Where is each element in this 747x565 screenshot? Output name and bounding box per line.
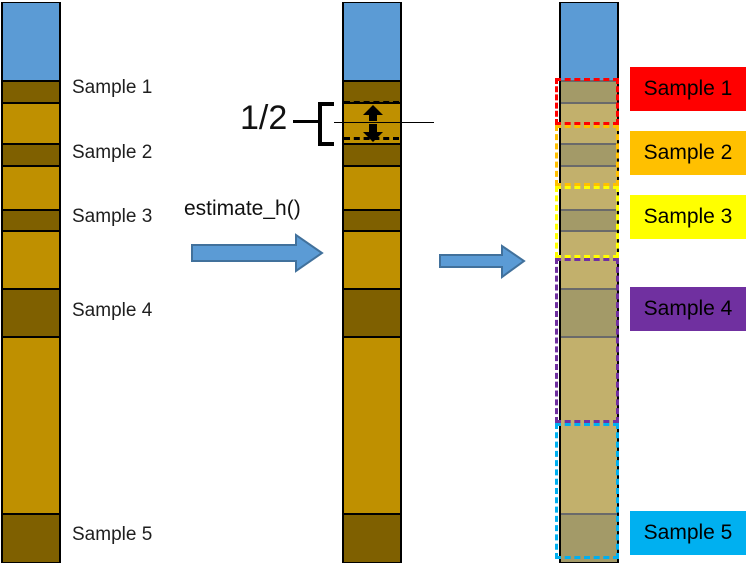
- stratum-band-dark: [344, 209, 400, 230]
- stratum-band-gold: [3, 165, 59, 209]
- water-band: [344, 3, 400, 80]
- sample-region-1: [555, 78, 619, 125]
- stratum-band-gold: [344, 336, 400, 513]
- half-connector-dash: [293, 120, 321, 123]
- stratum-band-dark: [344, 513, 400, 562]
- legend-item-2: Sample 2: [630, 131, 746, 175]
- half-fraction-label: 1/2: [240, 99, 288, 137]
- stratum-band-dark: [3, 209, 59, 230]
- stratum-band-dark: [561, 513, 617, 562]
- stratum-band-dark: [3, 513, 59, 562]
- estimate-function-label: estimate_h(): [184, 197, 301, 220]
- sample-label-2: Sample 2: [72, 142, 153, 163]
- sample-region-4: [555, 258, 619, 423]
- sample-label-4: Sample 4: [72, 300, 153, 321]
- flow-arrow-left-to-middle: [191, 233, 324, 273]
- legend-item-3: Sample 3: [630, 195, 746, 239]
- stratum-band-dark: [561, 143, 617, 165]
- half-reference-line: [334, 122, 434, 123]
- water-band: [3, 3, 59, 80]
- water-band: [561, 3, 617, 80]
- stratigraphic-column-estimated: [342, 2, 402, 563]
- sample-region-2: [555, 125, 619, 186]
- sample-region-3: [555, 186, 619, 258]
- stratum-band-dark: [344, 80, 400, 102]
- stratum-band-dark: [3, 288, 59, 336]
- stratigraphic-column-source: [1, 2, 61, 563]
- stratum-band-gold: [344, 230, 400, 288]
- stratum-band-dark: [3, 143, 59, 165]
- sample-label-3: Sample 3: [72, 206, 153, 227]
- legend-item-1: Sample 1: [630, 67, 746, 111]
- stratum-band-gold: [3, 230, 59, 288]
- legend-item-4: Sample 4: [630, 287, 746, 331]
- half-bracket: [318, 102, 334, 146]
- stratum-band-dark: [561, 80, 617, 102]
- stratum-band-dark: [561, 209, 617, 230]
- stratum-band-gold: [3, 102, 59, 143]
- sample-label-1: Sample 1: [72, 77, 153, 98]
- stratum-band-gold: [3, 336, 59, 513]
- up-down-arrows-icon: [363, 105, 383, 142]
- stratum-band-dark: [3, 80, 59, 102]
- stratum-band-dark: [561, 288, 617, 336]
- sample-label-5: Sample 5: [72, 524, 153, 545]
- stratum-band-dark: [344, 288, 400, 336]
- stratum-band-dark: [344, 143, 400, 165]
- sample-region-5: [555, 423, 619, 559]
- half-dashed-top-line: [344, 101, 399, 104]
- legend-item-5: Sample 5: [630, 511, 746, 555]
- stratum-band-gold: [344, 165, 400, 209]
- flow-arrow-middle-to-right: [439, 244, 526, 279]
